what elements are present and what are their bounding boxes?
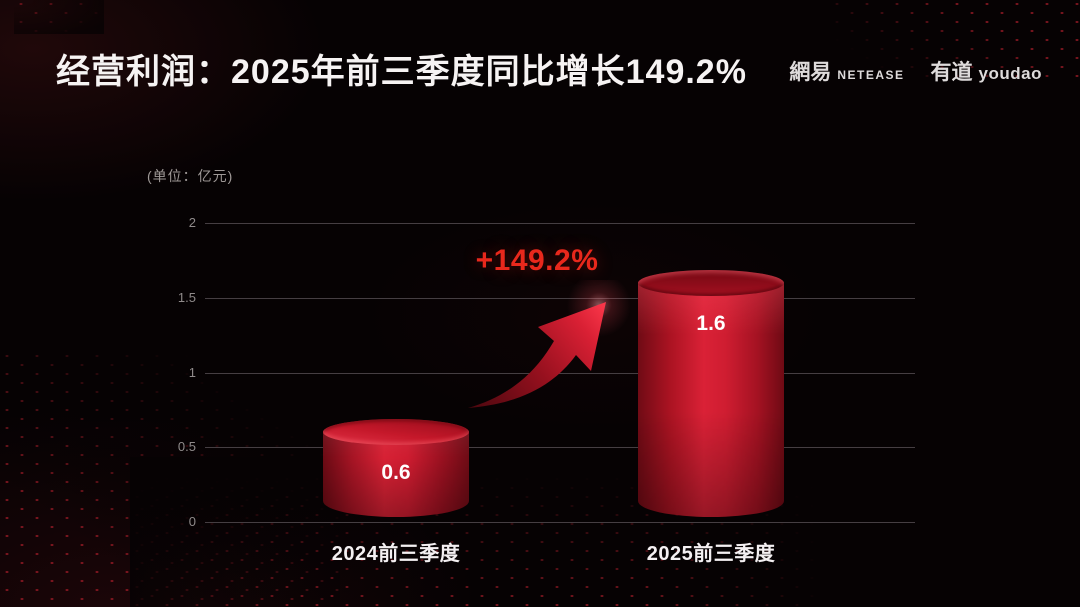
netease-logo-wordmark: NETEASE — [837, 68, 905, 82]
axis-unit-label: (单位：亿元) — [147, 168, 234, 184]
grid-line — [205, 522, 915, 523]
bar-value-label: 1.6 — [696, 311, 726, 335]
y-axis-tick-label: 2 — [188, 215, 196, 230]
bar-cylinder-body — [323, 432, 469, 517]
y-axis-tick-label: 1.5 — [177, 289, 196, 305]
page-title: 经营利润：2025年前三季度同比增长149.2% — [56, 53, 747, 91]
youdao-logo: 有道 youdao — [931, 56, 1042, 86]
dot-pattern-top-right — [830, 0, 1080, 84]
bar-cylinder: 0.6 — [323, 419, 469, 522]
netease-logo: 網易 NETEASE — [789, 56, 904, 86]
y-axis-tick-label: 1 — [188, 364, 196, 380]
bar-cylinder-body — [638, 282, 784, 517]
growth-arrow-icon — [468, 280, 630, 408]
y-axis-tick-label: 0.5 — [177, 439, 196, 455]
netease-logo-cn: 網易 — [789, 61, 832, 84]
growth-annotation: +149.2% — [475, 244, 599, 277]
grid-line — [205, 372, 915, 374]
youdao-logo-cn: 有道 — [930, 61, 973, 84]
brand-logos: 網易 NETEASE 有道 youdao — [789, 56, 1042, 86]
youdao-logo-wordmark: youdao — [978, 64, 1042, 83]
dot-pattern-top-left — [14, 0, 104, 34]
grid-line — [205, 223, 915, 224]
grid-line — [205, 297, 915, 299]
y-axis-tick-label: 0 — [188, 514, 196, 529]
bar-cylinder-top-face — [323, 419, 469, 446]
bar-category-label: 2025前三季度 — [646, 543, 776, 565]
bar-category-label: 2024前三季度 — [331, 543, 461, 565]
grid-line — [205, 447, 915, 449]
bar-cylinder: 1.6 — [638, 269, 784, 522]
bar-cylinder-top-face — [638, 269, 784, 296]
bar-value-label: 0.6 — [381, 461, 411, 485]
